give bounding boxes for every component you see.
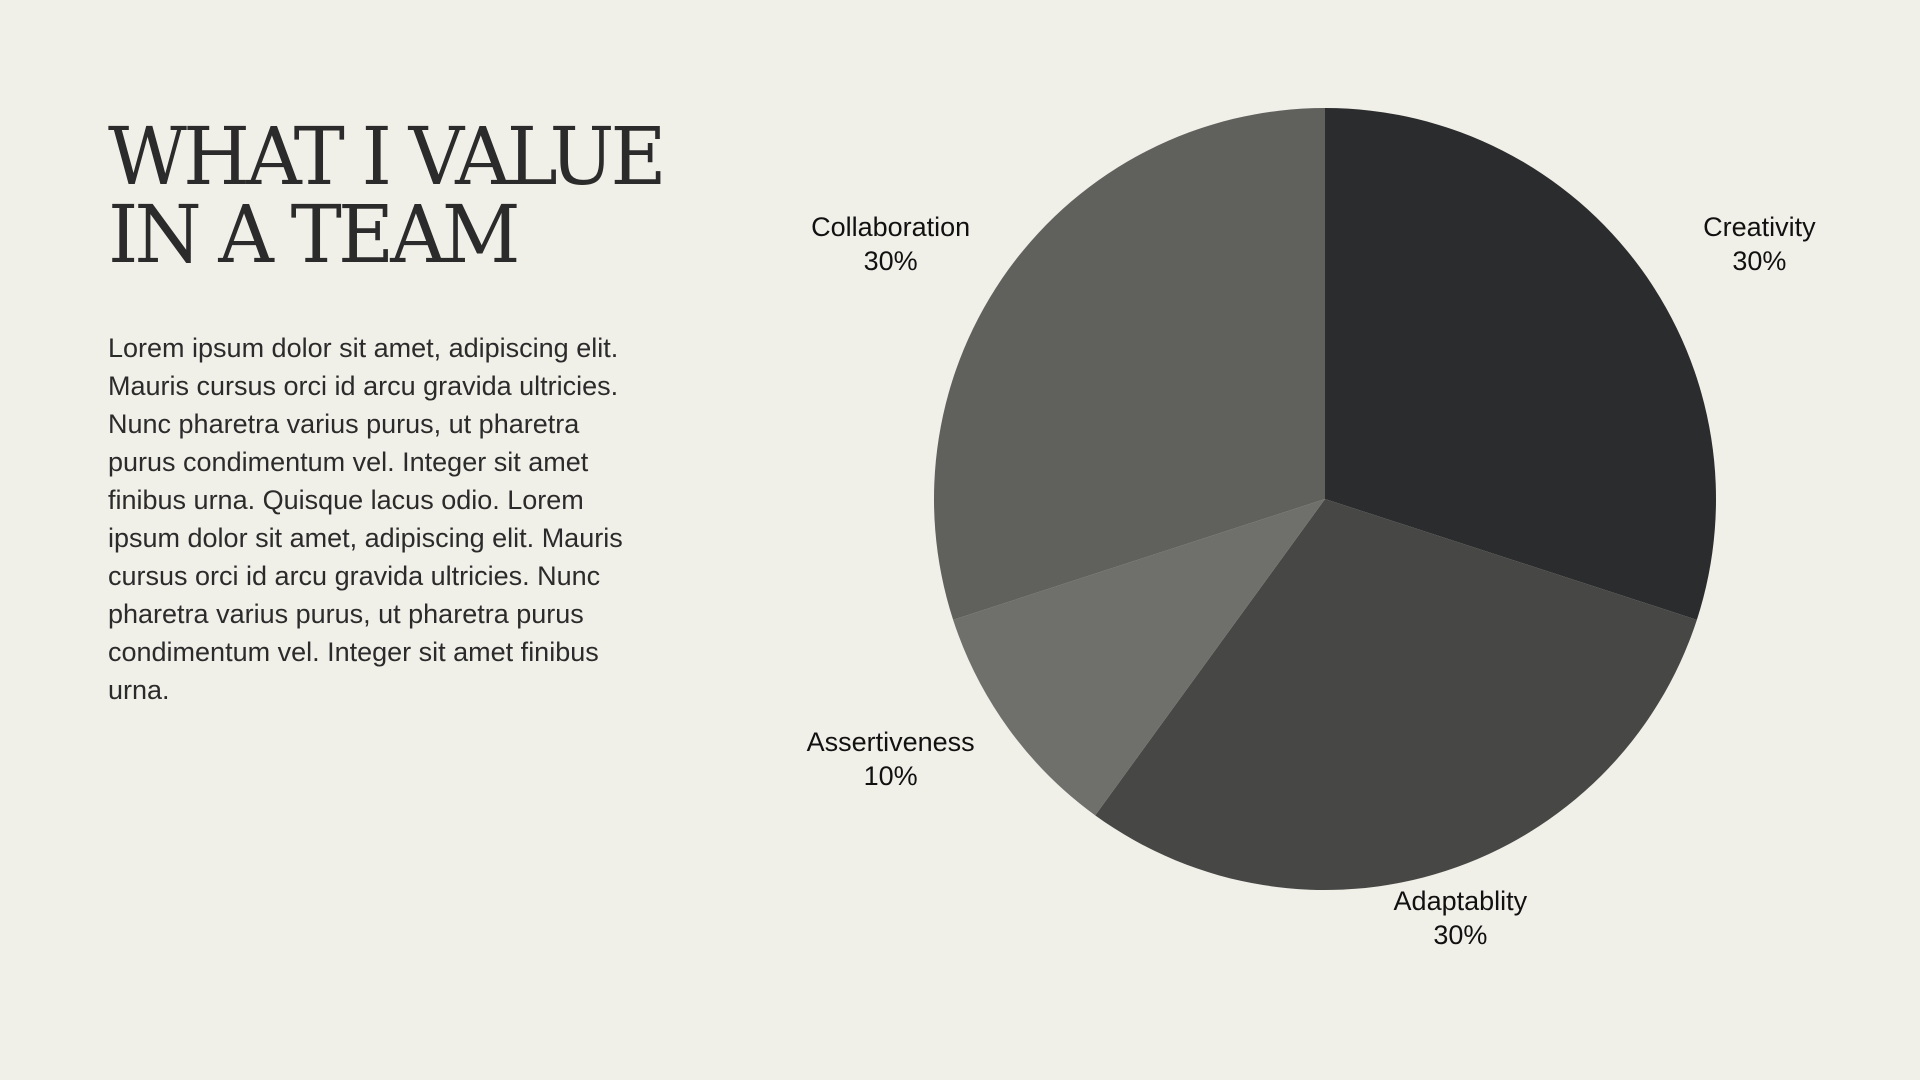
- pie-label-adaptablity: Adaptablity 30%: [1394, 886, 1528, 950]
- slide-title-line-1: WHAT I VALUE: [108, 110, 667, 203]
- pie-label-value: 30%: [1732, 246, 1786, 276]
- pie-label-value: 10%: [864, 761, 918, 791]
- pie-label-value: 30%: [864, 246, 918, 276]
- pie-labels: Creativity 30% Adaptablity 30% Assertiveness…: [807, 212, 1816, 950]
- pie-slice-assertiveness: [953, 499, 1325, 816]
- pie-slice-creativity: [1325, 108, 1716, 620]
- pie-label-category: Assertiveness: [807, 727, 975, 757]
- pie-label-category: Adaptablity: [1394, 886, 1528, 916]
- slide-title-line-2: IN A TEAM: [108, 188, 521, 281]
- pie-label-category: Collaboration: [811, 212, 970, 242]
- pie-slice-adaptablity: [1095, 499, 1697, 890]
- pie-label-creativity: Creativity 30%: [1703, 212, 1816, 276]
- slide-title: WHAT I VALUE IN A TEAM: [108, 110, 722, 281]
- pie-label-assertiveness: Assertiveness 10%: [807, 727, 975, 791]
- slide-body-text: Lorem ipsum dolor sit amet, adipiscing e…: [108, 333, 623, 705]
- pie-slice-collaboration: [933, 108, 1325, 620]
- pie-slices: [933, 108, 1716, 890]
- pie-label-collaboration: Collaboration 30%: [811, 212, 970, 276]
- pie-label-category: Creativity: [1703, 212, 1816, 242]
- pie-label-value: 30%: [1433, 920, 1487, 950]
